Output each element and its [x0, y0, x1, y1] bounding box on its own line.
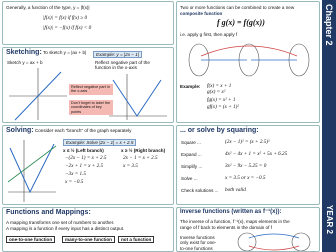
- heading: Inverse functions (written as f⁻¹(x)):: [180, 209, 282, 215]
- example: Example: Solve |2x − 1| = x + 2.5: [63, 139, 137, 147]
- composite-panel: Two or more functions can be combined to…: [176, 1, 320, 123]
- equation: −2x + 1 = x + 2.5: [65, 163, 104, 169]
- step: Sketch y = ax + b: [7, 60, 43, 65]
- step: Expand ...: [181, 152, 202, 157]
- note: Reflect negative part in the x-axis: [69, 84, 113, 95]
- step: Reflect negative part of the function in…: [95, 60, 150, 71]
- graph: [109, 74, 167, 120]
- note: Don't forget to label the coordinates of…: [69, 100, 113, 116]
- solving-panel: Solving: Consider each "branch" of the g…: [2, 125, 174, 205]
- mappings-panel: Functions and Mappings: A mapping transf…: [2, 207, 174, 252]
- equation: |f(x)| = f(x) if f(x) ≥ 0: [43, 15, 88, 21]
- branch: x ≥ ½ (Right branch): [121, 148, 166, 153]
- text: Consider each "branch" of the graph sepa…: [34, 128, 132, 133]
- equation: |f(x)| = −f(x) if f(x) < 0: [43, 25, 92, 31]
- type-label: one-to-one function: [6, 236, 56, 244]
- equation: 4x² − 4x + 1 = x² + 5x + 6.25: [225, 151, 288, 157]
- modulus-panel: Generally, a function of the type, y = |…: [2, 1, 174, 45]
- example: Example: y = |2x − 1|: [93, 51, 142, 59]
- equation: −(2x − 1) = x + 2.5: [65, 155, 107, 161]
- branch: x ≤ ½ (Left branch): [63, 148, 104, 153]
- definition: g(x) = x²: [207, 89, 226, 95]
- step: Simplify ...: [181, 164, 203, 169]
- heading: Functions and Mappings:: [6, 209, 91, 216]
- squaring-panel: ... or solve by squaring: Square ... Expa…: [176, 125, 320, 205]
- sketching-panel: Sketching: To sketch y = |ax + b| Exampl…: [2, 47, 174, 123]
- text: Generally, a function of the type, y = |…: [6, 5, 90, 10]
- result: gf(x) = (x + 1)²: [207, 104, 239, 110]
- text: range of f back to elements in the domai…: [180, 225, 272, 230]
- graph: [9, 68, 67, 121]
- heading: Solving:: [6, 127, 34, 134]
- heading: Sketching:: [6, 49, 42, 56]
- chapter-label: Chapter 2: [324, 4, 334, 46]
- text: A mapping is a function if every input h…: [6, 226, 125, 231]
- result: fg(x) = x² + 1: [207, 97, 236, 103]
- equation: 3x² − 9x − 5.25 = 0: [225, 163, 267, 169]
- diagram: [188, 43, 310, 77]
- step: Square ...: [181, 140, 201, 145]
- equation: both valid: [225, 187, 246, 193]
- equation: −3x = 1.5: [65, 171, 86, 177]
- year-label: YEAR 2: [325, 205, 334, 234]
- text: The inverse of a function, f⁻¹(x), maps …: [180, 219, 290, 224]
- diagram: [237, 232, 311, 251]
- equation: x = 3.5: [123, 163, 138, 169]
- text: Two or more functions can be combined to…: [180, 5, 295, 10]
- step: Solve ...: [181, 176, 198, 181]
- text: A mapping transforms one set of numbers …: [6, 220, 115, 225]
- note: Inverse functions only exist for one-to-…: [180, 235, 217, 251]
- heading: ... or solve by squaring:: [180, 127, 259, 134]
- side-strip: Chapter 2 YEAR 2: [322, 0, 336, 252]
- formula: f g(x) = f(g(x)): [217, 18, 265, 27]
- equation: 2x − 1 = x + 2.5: [123, 155, 158, 161]
- text: i.e. apply g first, then apply f: [180, 32, 238, 37]
- heading-row: Sketching: To sketch y = |ax + b|: [6, 49, 87, 56]
- equation: x = −0.5: [65, 179, 84, 185]
- graph: [7, 140, 57, 202]
- equation: (2x − 1)² = (x + 2.5)²: [225, 139, 270, 145]
- step: Check solutions ...: [181, 188, 219, 193]
- equation: x = 3.5 or x = −0.5: [225, 175, 266, 181]
- definition: f(x) = x + 1: [207, 83, 232, 89]
- text: To sketch y = |ax + b|: [43, 50, 87, 55]
- label: Example:: [180, 84, 201, 89]
- heading-row: Solving: Consider each "branch" of the g…: [6, 127, 132, 134]
- text: composite function: [180, 11, 223, 16]
- type-label: not a function: [118, 236, 155, 244]
- inverse-panel: Inverse functions (written as f⁻¹(x)): T…: [176, 207, 320, 252]
- type-label: many-to-one function: [62, 236, 115, 244]
